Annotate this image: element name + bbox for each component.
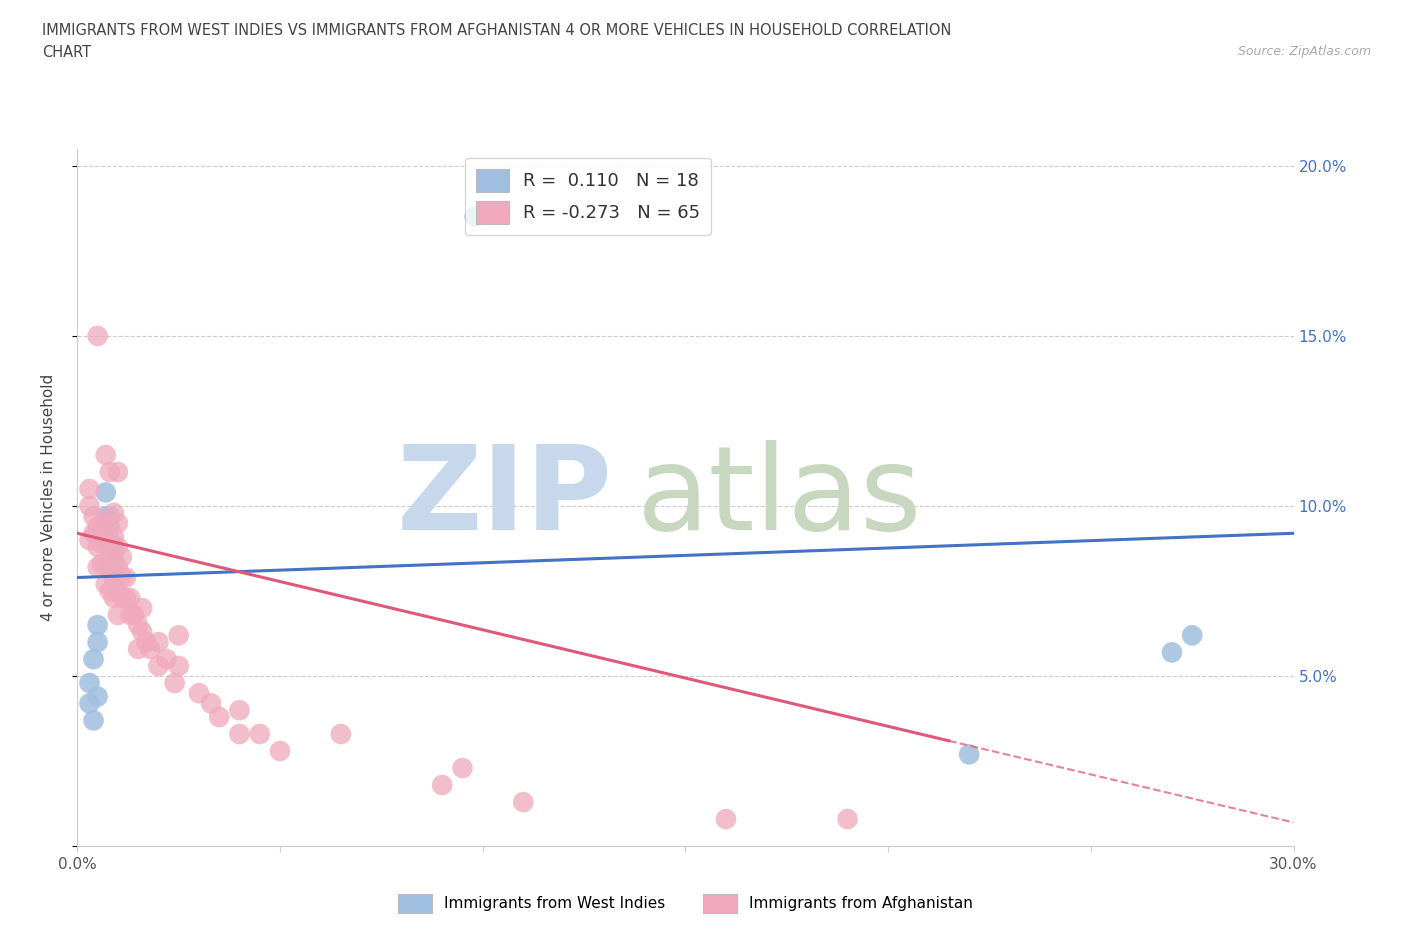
Legend: Immigrants from West Indies, Immigrants from Afghanistan: Immigrants from West Indies, Immigrants … <box>392 888 979 919</box>
Point <box>90 556 112 571</box>
Point <box>98 519 121 534</box>
Point <box>127 618 149 632</box>
Point <box>94 485 117 500</box>
Point <box>107 560 129 575</box>
Point <box>228 726 250 741</box>
Point <box>249 726 271 741</box>
Point <box>111 570 134 585</box>
Point <box>98 533 121 548</box>
Point <box>135 634 157 649</box>
Point <box>79 533 101 548</box>
Point <box>148 634 170 649</box>
Point <box>83 713 105 728</box>
Point <box>86 539 108 554</box>
Point <box>86 689 108 704</box>
Point <box>111 591 134 605</box>
Point <box>131 601 153 616</box>
Point <box>98 539 121 554</box>
Point <box>957 747 980 762</box>
Y-axis label: 4 or more Vehicles in Household: 4 or more Vehicles in Household <box>42 374 56 621</box>
Point <box>228 703 250 718</box>
Point <box>167 658 190 673</box>
Point <box>83 509 105 524</box>
Point <box>94 509 117 524</box>
Point <box>94 556 117 571</box>
Point <box>155 652 177 667</box>
Point <box>200 696 222 711</box>
Point <box>94 447 117 462</box>
Point <box>103 570 125 585</box>
Point <box>139 642 162 657</box>
Point <box>1181 628 1204 643</box>
Point <box>167 628 190 643</box>
Point <box>103 539 125 554</box>
Point <box>94 533 117 548</box>
Text: CHART: CHART <box>42 45 91 60</box>
Point <box>111 550 134 565</box>
Point <box>115 591 138 605</box>
Point <box>188 685 211 700</box>
Point <box>86 519 108 534</box>
Point <box>512 794 534 809</box>
Point <box>90 536 112 551</box>
Point <box>94 577 117 591</box>
Point <box>107 465 129 480</box>
Point <box>208 710 231 724</box>
Point <box>118 607 141 622</box>
Point <box>148 658 170 673</box>
Point <box>118 591 141 605</box>
Point <box>329 726 352 741</box>
Point <box>107 515 129 530</box>
Point <box>103 529 125 544</box>
Point <box>79 675 101 690</box>
Point <box>122 607 145 622</box>
Point <box>98 560 121 575</box>
Point <box>115 570 138 585</box>
Point <box>103 591 125 605</box>
Point <box>83 525 105 540</box>
Point <box>98 465 121 480</box>
Point <box>103 556 125 571</box>
Point <box>83 652 105 667</box>
Point <box>90 515 112 530</box>
Text: Source: ZipAtlas.com: Source: ZipAtlas.com <box>1237 45 1371 58</box>
Point <box>98 584 121 599</box>
Point <box>103 505 125 520</box>
Point <box>107 584 129 599</box>
Point <box>432 777 454 792</box>
Point <box>163 675 186 690</box>
Point <box>86 560 108 575</box>
Point <box>131 625 153 640</box>
Point <box>1161 644 1184 659</box>
Text: ZIP: ZIP <box>396 440 613 555</box>
Point <box>86 618 108 632</box>
Point <box>86 328 108 343</box>
Point <box>103 550 125 565</box>
Point <box>86 634 108 649</box>
Point <box>107 607 129 622</box>
Point <box>837 812 859 827</box>
Text: atlas: atlas <box>637 440 922 555</box>
Point <box>98 509 121 524</box>
Point <box>269 744 291 759</box>
Text: IMMIGRANTS FROM WEST INDIES VS IMMIGRANTS FROM AFGHANISTAN 4 OR MORE VEHICLES IN: IMMIGRANTS FROM WEST INDIES VS IMMIGRANT… <box>42 23 952 38</box>
Point <box>79 498 101 513</box>
Point <box>451 761 474 776</box>
Point <box>90 523 112 538</box>
Point <box>464 209 486 224</box>
Point <box>79 696 101 711</box>
Point <box>714 812 737 827</box>
Point <box>79 482 101 497</box>
Point <box>127 642 149 657</box>
Point <box>107 539 129 554</box>
